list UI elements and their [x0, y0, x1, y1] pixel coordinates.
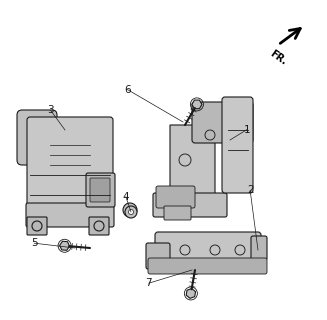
Circle shape	[123, 203, 137, 217]
Polygon shape	[60, 241, 70, 250]
Circle shape	[129, 210, 133, 214]
Polygon shape	[186, 289, 196, 298]
Text: FR.: FR.	[268, 48, 288, 67]
Polygon shape	[192, 100, 202, 109]
FancyBboxPatch shape	[156, 186, 195, 208]
Text: 7: 7	[146, 278, 152, 288]
FancyBboxPatch shape	[27, 217, 47, 235]
Polygon shape	[35, 120, 100, 220]
Text: 5: 5	[31, 238, 38, 248]
FancyBboxPatch shape	[251, 236, 267, 260]
FancyBboxPatch shape	[146, 243, 170, 269]
Text: 1: 1	[244, 124, 250, 135]
FancyBboxPatch shape	[17, 110, 57, 165]
Text: 6: 6	[124, 84, 131, 95]
FancyBboxPatch shape	[89, 217, 109, 235]
FancyBboxPatch shape	[90, 178, 110, 202]
FancyBboxPatch shape	[155, 232, 261, 268]
FancyBboxPatch shape	[86, 173, 115, 207]
FancyBboxPatch shape	[27, 117, 113, 218]
Circle shape	[127, 207, 133, 213]
Text: 2: 2	[247, 185, 253, 196]
FancyBboxPatch shape	[164, 206, 191, 220]
Text: 3: 3	[47, 105, 54, 116]
FancyBboxPatch shape	[26, 203, 114, 227]
Text: 4: 4	[123, 192, 129, 202]
Polygon shape	[170, 125, 215, 215]
FancyBboxPatch shape	[153, 193, 227, 217]
Circle shape	[125, 206, 137, 218]
FancyBboxPatch shape	[222, 97, 253, 193]
FancyBboxPatch shape	[192, 102, 253, 143]
FancyBboxPatch shape	[148, 258, 267, 274]
